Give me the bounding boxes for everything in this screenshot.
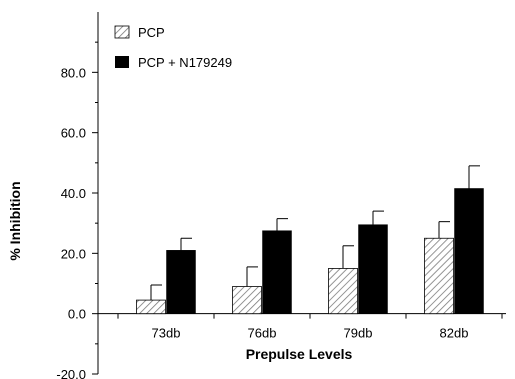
x-axis-title: Prepulse Levels <box>246 346 353 362</box>
legend-swatch-pcp <box>114 25 130 39</box>
bar-pcp-n179249 <box>262 230 292 314</box>
bar-pcp <box>232 286 262 315</box>
legend: PCP PCP + N179249 <box>114 25 232 70</box>
y-tick-label: 20.0 <box>61 246 86 261</box>
plot-area: -20.0 0.0 20.0 40.0 60.0 80.0 73db 76db 79db 82db <box>56 12 506 379</box>
x-tick-label: 73db <box>152 326 181 341</box>
y-tick-label: 0.0 <box>68 307 86 322</box>
bar-pcp <box>424 237 454 315</box>
x-tick-label: 79db <box>344 326 373 341</box>
y-tick-label: 40.0 <box>61 186 86 201</box>
bar-pcp-n179249 <box>358 224 388 314</box>
bar-pcp <box>136 299 166 315</box>
legend-label-pcp-n179249: PCP + N179249 <box>138 55 232 70</box>
y-tick-label: 80.0 <box>61 65 86 80</box>
y-axis-title: % Inhibition <box>7 181 23 260</box>
y-tick-label: -20.0 <box>56 367 86 379</box>
bar-pcp-n179249 <box>454 188 484 314</box>
legend-label-pcp: PCP <box>138 25 165 40</box>
x-tick-label: 82db <box>440 326 469 341</box>
x-tick-label: 76db <box>248 326 277 341</box>
y-tick-label: 60.0 <box>61 126 86 141</box>
legend-swatch-pcp-n179249 <box>115 56 129 68</box>
bar-pcp-n179249 <box>166 250 196 314</box>
bar-pcp <box>328 268 358 315</box>
